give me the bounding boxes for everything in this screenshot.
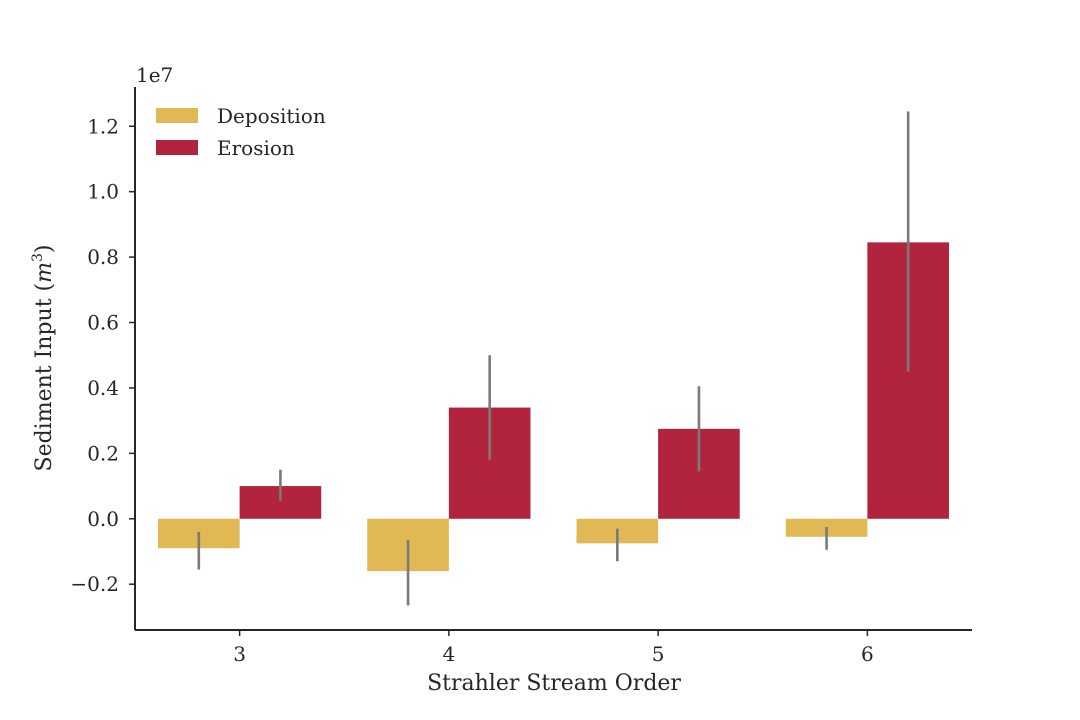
y-tick-label: 0.0 [87, 507, 119, 531]
y-tick-label: 0.2 [87, 441, 119, 465]
legend-label-erosion: Erosion [217, 136, 295, 160]
legend: Deposition Erosion [156, 104, 326, 160]
x-tick-label: 6 [861, 642, 874, 666]
x-axis-title: Strahler Stream Order [427, 671, 681, 696]
x-axis: 3 4 5 6 [135, 629, 972, 666]
x-tick-label: 5 [652, 642, 665, 666]
y-axis-title-paren-open: ( [32, 283, 57, 299]
y-axis-title-unit-exp: 3 [30, 253, 46, 262]
y-axis-title-unit: m [32, 262, 57, 283]
y-axis-title-text: Sediment Input [32, 298, 57, 471]
legend-label-deposition: Deposition [217, 104, 326, 128]
y-axis-title-paren-close: ) [32, 244, 57, 253]
y-tick-label: 0.8 [87, 245, 119, 269]
y-tick-label: 0.4 [87, 376, 119, 400]
x-tick-label: 3 [233, 642, 246, 666]
legend-swatch-deposition [156, 108, 198, 123]
legend-swatch-erosion [156, 140, 198, 155]
y-tick-label: −0.2 [70, 572, 119, 596]
x-tick-label: 4 [443, 642, 456, 666]
y-tick-label: 1.2 [87, 114, 119, 138]
y-tick-label: 1.0 [87, 180, 119, 204]
y-offset-label: 1e7 [136, 63, 173, 87]
y-axis-title: Sediment Input (m3) [30, 244, 57, 471]
y-axis: −0.2 0.0 0.2 0.4 0.6 0.8 1.0 1.2 [70, 87, 136, 630]
y-tick-label: 0.6 [87, 311, 119, 335]
plot-area [158, 111, 949, 606]
